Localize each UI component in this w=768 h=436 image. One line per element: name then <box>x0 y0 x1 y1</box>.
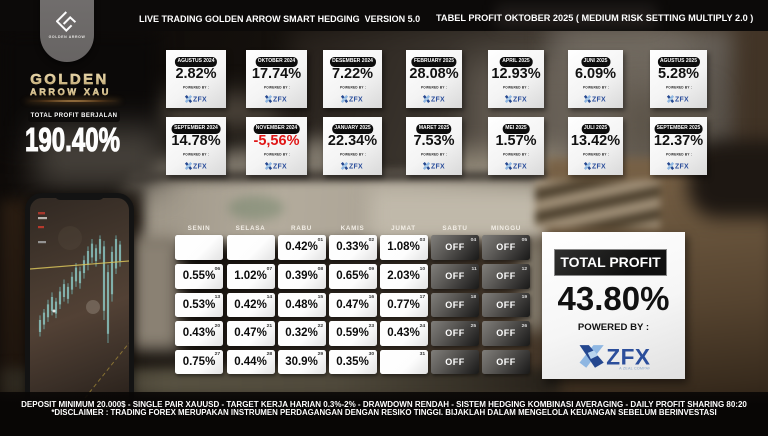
svg-text:ZFX: ZFX <box>513 163 527 170</box>
svg-text:ZFX: ZFX <box>273 163 287 170</box>
svg-text:ZFX: ZFX <box>431 96 445 103</box>
svg-text:ZFX: ZFX <box>349 96 363 103</box>
svg-text:ZFX: ZFX <box>592 163 606 170</box>
svg-text:A ZEAL COMPANY: A ZEAL COMPANY <box>619 366 650 370</box>
svg-text:ZFX: ZFX <box>349 163 363 170</box>
svg-text:ZFX: ZFX <box>513 96 527 103</box>
svg-text:ZFX: ZFX <box>273 96 287 103</box>
svg-text:ZFX: ZFX <box>606 345 650 370</box>
svg-text:ZFX: ZFX <box>431 163 445 170</box>
svg-text:ZFX: ZFX <box>675 163 689 170</box>
svg-text:ZFX: ZFX <box>193 96 207 103</box>
svg-text:ZFX: ZFX <box>675 96 689 103</box>
svg-text:ZFX: ZFX <box>193 163 207 170</box>
svg-text:ZFX: ZFX <box>592 96 606 103</box>
